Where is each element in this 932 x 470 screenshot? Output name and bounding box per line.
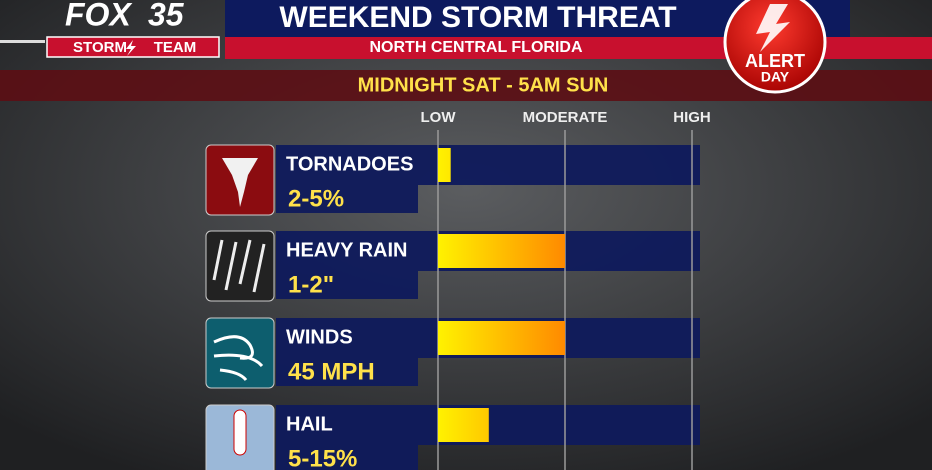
logo-bolt xyxy=(126,40,136,56)
alert-badge xyxy=(723,0,827,94)
time-range: MIDNIGHT SAT - 5AM SUN xyxy=(358,74,609,96)
logo-team-right: TEAM xyxy=(154,39,197,56)
logo-team-left: STORM xyxy=(73,39,127,56)
alert-bolt xyxy=(756,4,790,52)
bar xyxy=(438,148,451,182)
chart: LOW MODERATE HIGH TORNADOES 2-5% HEAVY RAIN 1-… xyxy=(276,109,711,470)
bar xyxy=(438,321,565,355)
alert-text: ALERT xyxy=(745,51,805,71)
x-tick-label: LOW xyxy=(421,109,457,126)
detail-box xyxy=(276,185,418,213)
logo-station: FOX xyxy=(65,0,132,32)
bar xyxy=(438,234,565,268)
wind-shape xyxy=(213,335,264,381)
x-tick-label: HIGH xyxy=(673,109,711,126)
category-label: HEAVY RAIN xyxy=(286,239,408,261)
title: WEEKEND STORM THREAT xyxy=(279,1,676,34)
logo-channel: 35 xyxy=(148,0,185,32)
row-bar xyxy=(276,145,700,185)
bar xyxy=(438,408,489,442)
subtitle: NORTH CENTRAL FLORIDA xyxy=(369,39,582,56)
detail-label: 1-2" xyxy=(288,271,334,298)
detail-label: 5-15% xyxy=(288,445,357,470)
logo-line xyxy=(0,40,45,43)
detail-box xyxy=(276,271,418,299)
thermometer xyxy=(233,409,247,456)
category-label: HAIL xyxy=(286,413,333,435)
tornado-shape xyxy=(222,158,258,207)
detail-box xyxy=(276,445,418,470)
alert-sub: DAY xyxy=(761,69,790,85)
detail-label: 45 MPH xyxy=(288,358,375,385)
detail-box xyxy=(276,358,418,386)
category-label: TORNADOES xyxy=(286,153,413,175)
x-tick-label: MODERATE xyxy=(523,109,608,126)
detail-label: 2-5% xyxy=(288,185,344,212)
icons xyxy=(205,144,275,470)
rain-shape xyxy=(212,239,266,293)
wind-icon xyxy=(205,317,275,389)
category-label: WINDS xyxy=(286,326,353,348)
